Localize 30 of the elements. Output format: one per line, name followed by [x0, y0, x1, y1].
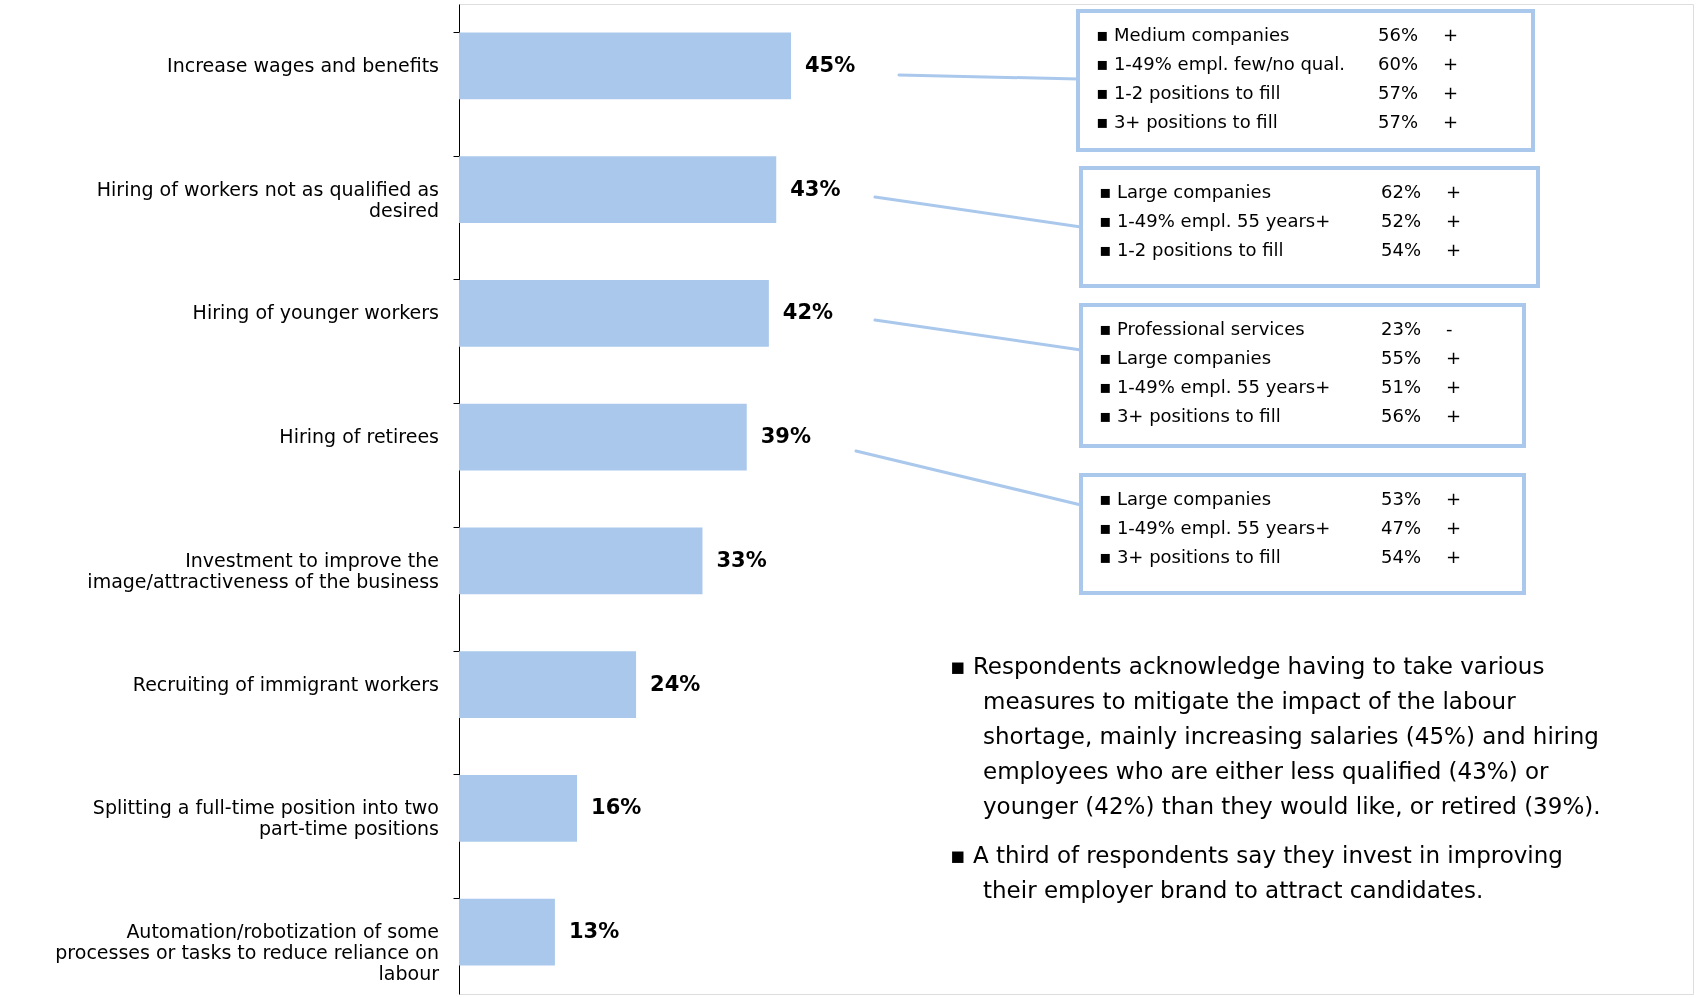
y-tick-label: Investment to improve the image/attractiveness of the business: [87, 548, 439, 592]
bar: [459, 156, 777, 224]
bar: [459, 32, 791, 100]
bar: [459, 403, 747, 471]
data-label: 39%: [760, 424, 811, 449]
text: ▪ Large companies 53% + ▪ 1-49% empl. 55 years+ 47% + ▪ 3+ positions to fill 54% +: [1099, 488, 1462, 567]
text: ▪ Large companies 62% + ▪ 1-49% empl. 55 years+ 52% + ▪ 1-2 positions to fill 54% +: [1099, 181, 1462, 260]
bar: [459, 774, 578, 842]
y-tick-label: Increase wages and benefits: [167, 53, 439, 76]
bar: [459, 527, 703, 595]
text: ▪ Professional services 23% - ▪ Large companies 55% + ▪ 1-49% empl. 55 years+ 51% + ▪ 3+ positions to fill 56% +: [1099, 318, 1462, 426]
y-tick-label: Hiring of retirees: [279, 425, 439, 448]
data-label: 45%: [805, 52, 856, 77]
y-tick-label: Automation/robotization of some processes or tasks to reduce reliance on labour: [55, 920, 440, 985]
text: ▪ Respondents acknowledge having to take various measures to mitigate the impact of the labour shortage, mainly increasing salaries (45%) and hiring employees who are either less qualified (43%) or younger (42%) than they would like, or retired (39%).: [950, 653, 1601, 819]
bar: [459, 279, 769, 347]
data-label: 33%: [716, 547, 767, 572]
text: ▪ A third of respondents say they invest in improving their employer brand to attract candidates.: [950, 842, 1563, 903]
data-label: 24%: [650, 671, 701, 696]
data-label: 16%: [591, 795, 642, 820]
bar: [459, 898, 555, 966]
y-tick-label: Splitting a full-time position into two part-time positions: [92, 796, 439, 840]
data-label: 42%: [782, 300, 834, 325]
text: ▪ Medium companies 56% + ▪ 1-49% empl. few/no qual. 60% + ▪ 1-2 positions to fill 57% + ▪ 3+ positions to fill 57% +: [1096, 24, 1459, 132]
y-tick-label: Recruiting of immigrant workers: [132, 672, 439, 695]
data-label: 13%: [568, 919, 620, 944]
data-label: 43%: [790, 176, 841, 201]
y-tick-label: Hiring of younger workers: [192, 301, 439, 324]
y-tick-label: Hiring of workers not as qualified as desired: [96, 177, 439, 221]
bar: [459, 651, 637, 719]
